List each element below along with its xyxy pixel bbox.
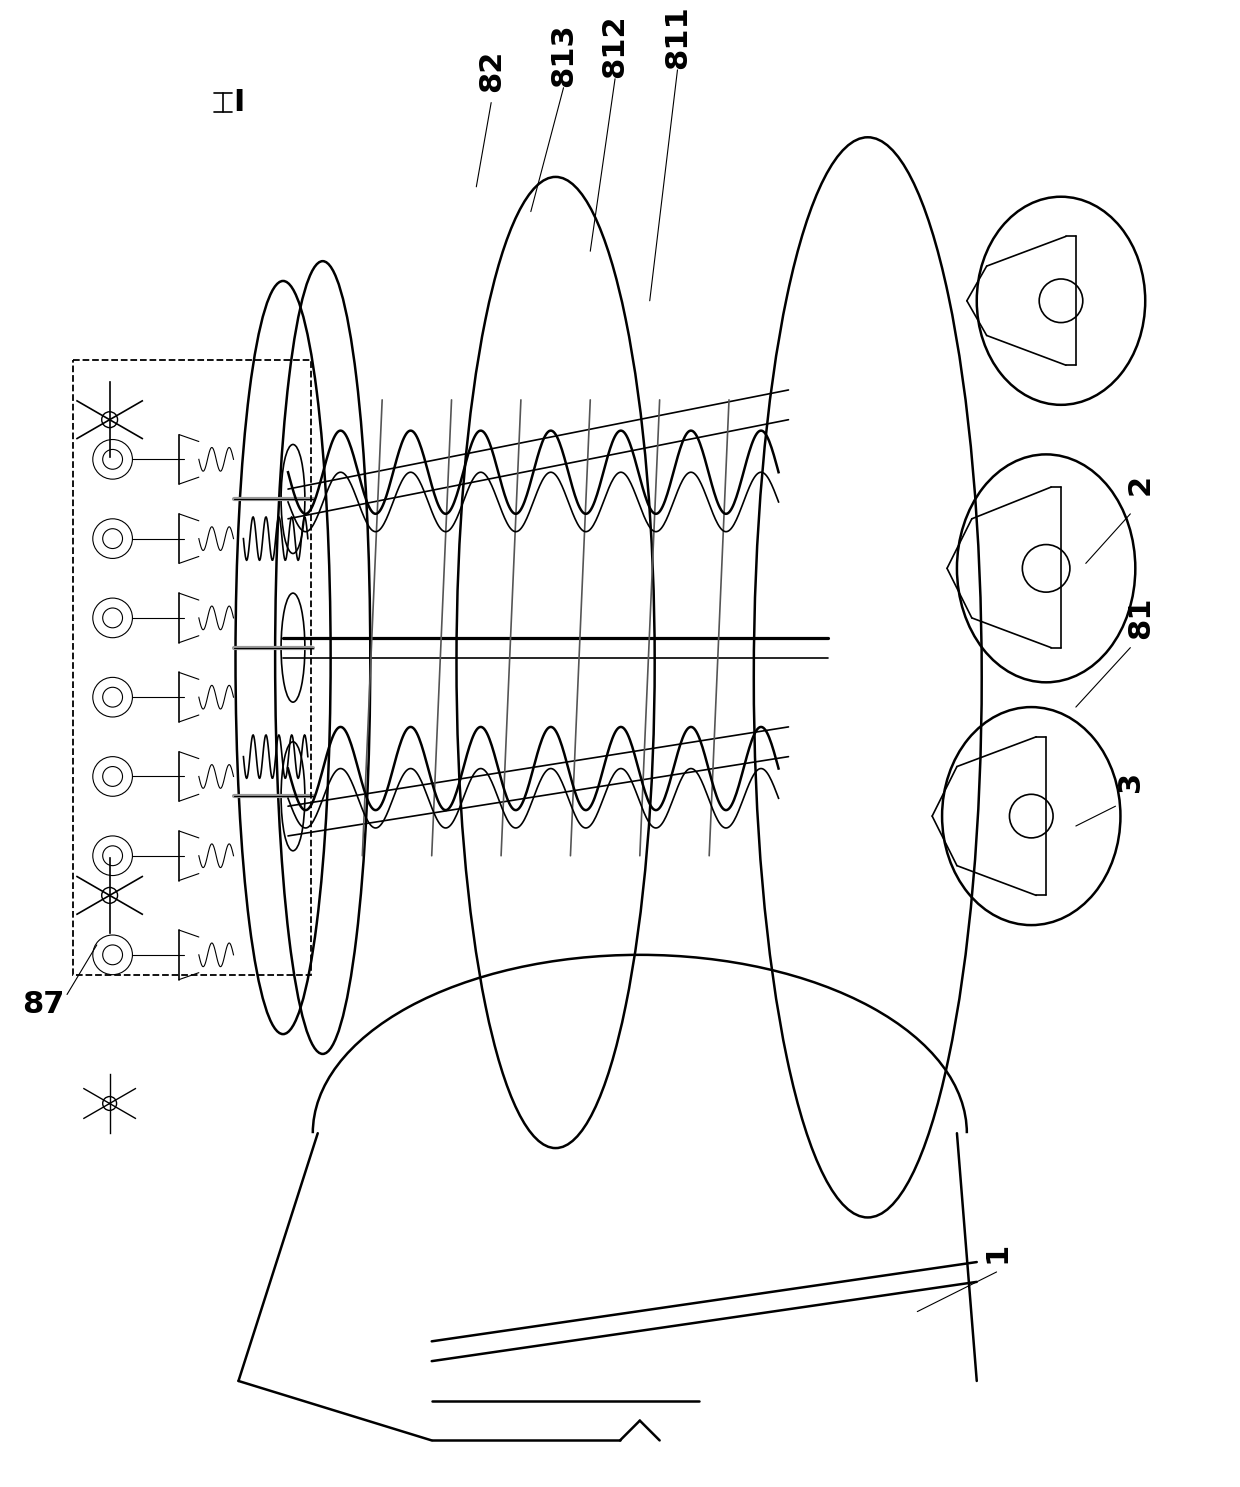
Bar <box>73 360 311 974</box>
Text: 1: 1 <box>982 1242 1011 1262</box>
Text: 811: 811 <box>663 6 692 68</box>
Text: 82: 82 <box>476 49 506 92</box>
Text: I: I <box>233 88 244 117</box>
Text: 81: 81 <box>1126 596 1154 639</box>
Text: 2: 2 <box>1126 473 1154 495</box>
Text: 813: 813 <box>549 24 578 86</box>
Text: 87: 87 <box>22 990 64 1019</box>
Text: 812: 812 <box>600 15 630 77</box>
Text: 3: 3 <box>1116 770 1145 793</box>
